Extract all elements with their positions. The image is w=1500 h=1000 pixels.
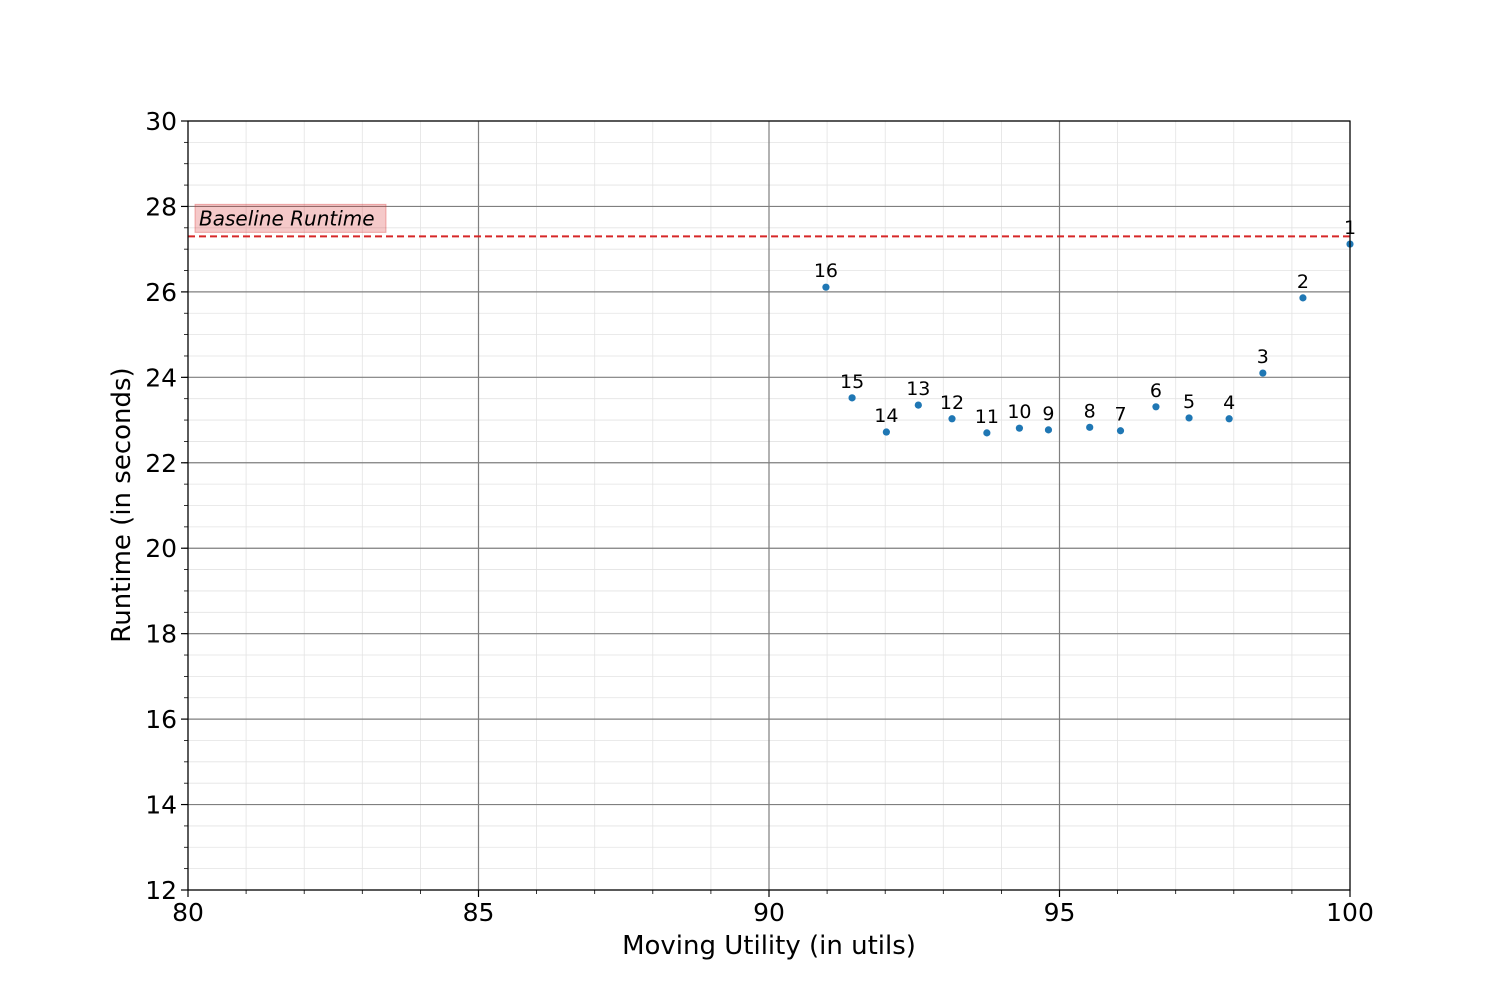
y-axis-label: Runtime (in seconds)	[107, 367, 137, 642]
data-point	[1116, 427, 1125, 435]
y-tick-label: 30	[145, 107, 177, 136]
data-point	[1086, 423, 1094, 431]
point-label: 8	[1084, 400, 1096, 422]
data-point	[1259, 369, 1267, 377]
point-label: 14	[874, 405, 898, 427]
x-tick-label: 100	[1326, 898, 1374, 927]
data-point	[1299, 294, 1307, 302]
y-tick-label: 28	[145, 192, 177, 221]
point-label: 16	[814, 260, 838, 282]
point-label: 11	[975, 406, 999, 428]
y-tick-label: 24	[145, 363, 177, 392]
point-label: 13	[906, 378, 930, 400]
y-tick-label: 22	[145, 449, 177, 478]
y-tick-label: 14	[145, 791, 177, 820]
point-label: 9	[1042, 403, 1054, 425]
axis-ticks	[181, 120, 1351, 897]
point-label: 12	[940, 392, 964, 414]
point-label: 10	[1007, 401, 1031, 423]
point-label: 3	[1257, 346, 1269, 368]
x-tick-label: 90	[753, 898, 785, 927]
data-point	[1225, 415, 1233, 423]
data-point	[1185, 414, 1193, 422]
data-point	[1152, 403, 1160, 411]
x-tick-label: 95	[1044, 898, 1076, 927]
point-label: 6	[1150, 380, 1162, 402]
baseline-label: Baseline Runtime	[199, 206, 375, 230]
baseline-label-box	[194, 203, 387, 233]
data-point	[848, 394, 856, 402]
data-point	[1015, 424, 1024, 432]
x-tick-label: 80	[172, 898, 204, 927]
data-point	[882, 428, 890, 436]
point-label: 15	[840, 371, 864, 393]
y-tick-label: 20	[145, 534, 177, 563]
point-label: 4	[1223, 392, 1235, 414]
data-point	[983, 429, 991, 437]
data-point	[948, 415, 956, 423]
point-label: 5	[1183, 391, 1195, 413]
baseline: Baseline Runtime	[188, 203, 1350, 238]
data-point	[822, 283, 830, 291]
y-tick-label: 12	[145, 876, 177, 905]
x-axis-label: Moving Utility (in utils)	[622, 931, 916, 961]
y-tick-label: 26	[145, 278, 177, 307]
y-tick-label: 16	[145, 705, 177, 734]
data-point	[914, 401, 922, 409]
point-label: 7	[1114, 404, 1126, 426]
x-tick-label: 85	[463, 898, 495, 927]
point-label: 2	[1297, 271, 1309, 293]
data-point	[1044, 426, 1053, 434]
y-tick-label: 18	[145, 620, 177, 649]
